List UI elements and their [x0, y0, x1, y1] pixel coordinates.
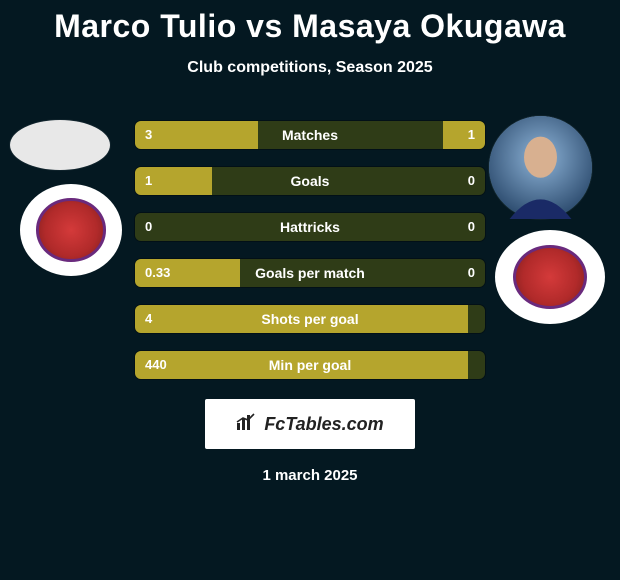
chart-icon [236, 413, 258, 436]
date-text: 1 march 2025 [0, 467, 620, 484]
stat-bar-left [135, 351, 468, 379]
stat-label: Hattricks [135, 213, 485, 241]
stat-value-right: 1 [468, 121, 475, 149]
stat-value-left: 3 [145, 121, 152, 149]
stat-row-gpm: 0.33 Goals per match 0 [135, 259, 485, 287]
stat-value-left: 1 [145, 167, 152, 195]
stat-value-right: 0 [468, 167, 475, 195]
player-right-avatar [489, 116, 592, 219]
attribution-text: FcTables.com [264, 414, 383, 435]
stat-value-right: 0 [468, 259, 475, 287]
player-photo-icon [489, 116, 592, 219]
stat-value-left: 4 [145, 305, 152, 333]
stat-value-right: 0 [468, 213, 475, 241]
player-left-avatar [10, 120, 110, 170]
page-title: Marco Tulio vs Masaya Okugawa [0, 8, 620, 45]
stat-bar-right [443, 121, 485, 149]
stat-bar-left [135, 121, 258, 149]
subtitle: Club competitions, Season 2025 [0, 59, 620, 77]
attribution-badge: FcTables.com [205, 399, 415, 449]
stat-value-left: 0.33 [145, 259, 170, 287]
stat-row-goals: 1 Goals 0 [135, 167, 485, 195]
stat-value-left: 440 [145, 351, 167, 379]
stat-row-spg: 4 Shots per goal [135, 305, 485, 333]
stat-row-matches: 3 Matches 1 [135, 121, 485, 149]
stat-row-mpg: 440 Min per goal [135, 351, 485, 379]
player-left-club-badge [20, 184, 122, 276]
stat-row-hattricks: 0 Hattricks 0 [135, 213, 485, 241]
player-right-club-badge [495, 230, 605, 324]
club-crest-icon [36, 198, 105, 261]
stat-value-left: 0 [145, 213, 152, 241]
club-crest-icon [513, 245, 587, 309]
stat-bar-left [135, 305, 468, 333]
